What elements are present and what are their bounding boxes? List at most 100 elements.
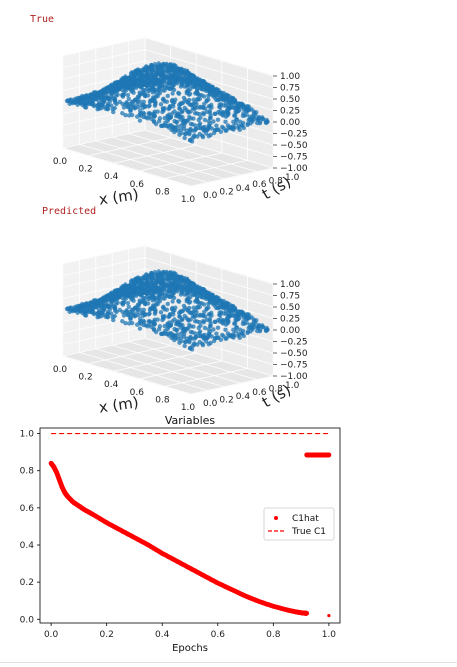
data-point [209,105,214,110]
z-tick-label: 0.25 [280,315,300,325]
data-point [177,106,182,111]
data-point [196,325,201,331]
data-point [213,111,218,117]
z-tick-label: −0.75 [280,153,308,163]
data-point [64,306,70,312]
data-point [135,309,140,314]
data-point [131,307,136,312]
data-point [179,123,184,128]
x-tick-label: 1.0 [181,195,196,205]
data-point [153,329,159,335]
data-point [165,301,170,307]
t-tick-label: 0.4 [236,392,251,402]
data-point [150,298,155,303]
data-point [182,84,187,89]
data-point [132,72,137,78]
data-point [156,119,162,124]
grid-line [62,129,274,169]
data-point [181,80,187,85]
data-point [195,96,200,102]
z-tick-label: 0.75 [280,84,300,94]
data-point [181,288,187,293]
data-point [137,118,143,123]
data-point [230,334,235,339]
data-point [230,126,235,131]
data-point [156,274,162,279]
data-point [165,93,170,99]
data-point [167,284,172,289]
data-point [131,298,136,303]
data-point [126,304,131,309]
data-point [196,286,202,292]
data-point [223,327,228,332]
data-point [162,115,167,121]
data-point [264,328,269,333]
data-point [162,307,167,312]
grid-line [128,133,257,172]
data-point [160,109,165,115]
data-point [204,339,209,344]
x-tick-label: 0.2 [100,630,114,640]
data-point [156,327,162,332]
data-point [145,275,151,280]
data-point [182,292,187,297]
data-point [111,109,116,115]
data-point [232,321,237,326]
data-point [162,292,168,298]
grid-line [62,257,274,296]
data-point [152,103,158,108]
data-point [135,101,140,107]
data-point [170,299,175,304]
t-tick-label: 0.2 [219,395,233,405]
data-point [156,269,161,274]
legend-c1hat-marker [274,516,278,520]
data-point [206,327,211,332]
data-point [146,319,151,324]
grid-line [79,144,208,183]
data-point [162,296,167,301]
data-point [223,119,228,124]
data-point [200,342,206,348]
data-point [217,319,223,324]
data-point [112,105,118,111]
data-point [213,319,218,325]
data-point [116,85,122,90]
data-point [172,284,177,289]
data-point [148,306,153,311]
data-point [234,325,239,330]
data-point [199,294,204,299]
data-point [176,90,181,96]
z-tick-label: 0.00 [280,118,300,128]
data-point [169,335,174,341]
data-point [177,132,182,137]
data-point [162,323,167,329]
data-point [264,120,269,125]
data-point [197,111,202,117]
data-point [131,99,136,105]
data-point [170,305,175,311]
data-point [188,137,193,143]
data-point [199,81,204,87]
data-point [213,305,219,310]
x-tick-label: 0.6 [211,630,226,640]
grid-line [165,368,248,387]
data-point [130,320,135,326]
data-point [240,321,246,326]
data-point [137,92,142,98]
data-point [175,336,180,341]
grid-line [112,136,241,176]
data-point [146,111,151,116]
data-point [172,326,177,332]
data-point [221,334,226,339]
z-tick-label: 0.75 [280,292,300,302]
data-point [97,314,102,319]
data-point [190,282,195,288]
data-point [215,117,221,122]
data-point [237,119,243,124]
true-panel-title: True [30,14,55,25]
data-point [150,90,155,95]
z-tick-label: −1.00 [280,372,308,382]
grid-line [114,352,197,372]
data-point [179,331,184,336]
z-tick-label: −0.25 [280,338,308,348]
